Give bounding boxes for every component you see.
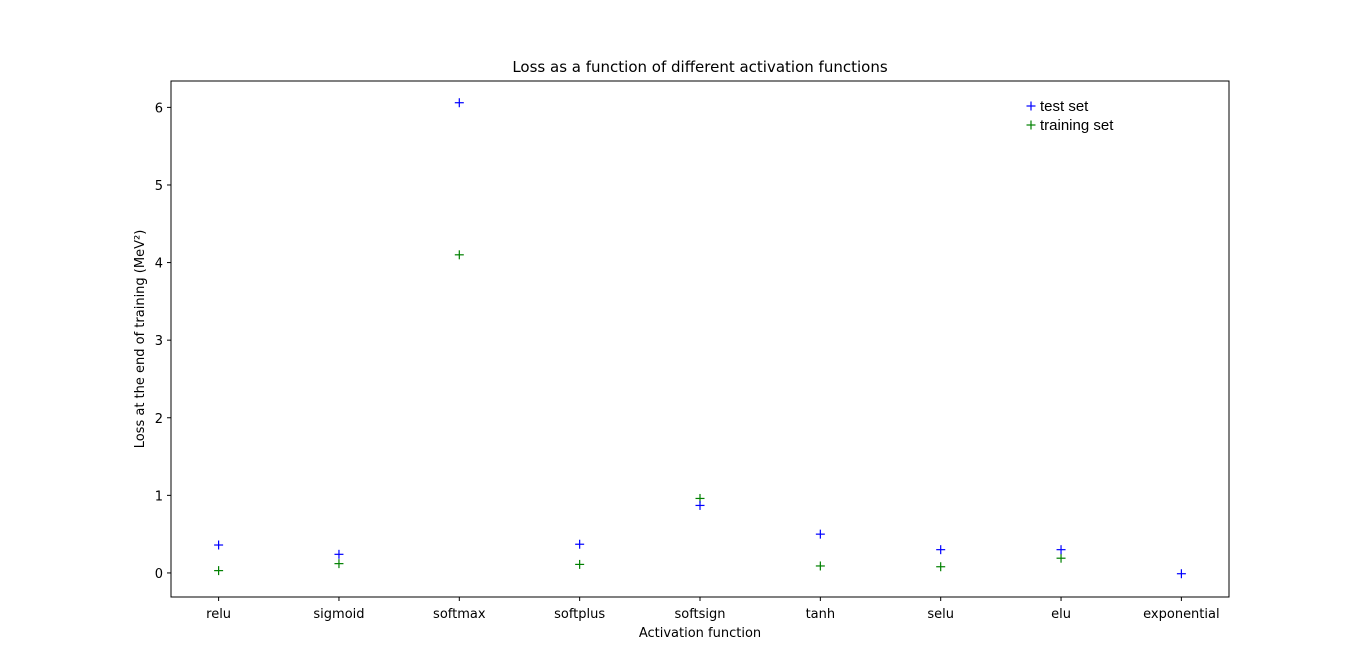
x-tick-label: selu [927,607,954,622]
test-set-point [454,98,464,108]
training-set-point [936,562,946,572]
legend-marker-training-set [1026,120,1036,130]
test-set-point [1056,545,1066,555]
y-tick-label: 2 [155,412,163,427]
test-set-point [936,545,946,555]
training-set-point [1056,553,1066,563]
test-set-point [695,500,705,510]
x-tick-label: exponential [1143,607,1219,622]
y-tick-label: 1 [155,489,163,504]
training-set-point [815,561,825,571]
x-tick-label: softsign [674,607,725,622]
test-set-point [1176,569,1186,579]
y-tick-label: 0 [155,567,163,582]
y-axis: 0 1 2 3 4 5 6 [155,101,171,582]
test-set-point [214,540,224,550]
training-set-point [575,559,585,569]
test-set-point [575,539,585,549]
legend-label-training-set: training set [1040,117,1114,134]
x-tick-label: elu [1051,607,1071,622]
x-axis-title: Activation function [639,626,761,641]
legend-label-test-set: test set [1040,98,1089,115]
x-tick-label: tanh [806,607,836,622]
y-tick-label: 6 [155,101,163,116]
data-points [214,98,1186,579]
x-axis: relu sigmoid softmax softplus softsign tanh se… [206,597,1220,622]
test-set-point [334,549,344,559]
test-set-point [815,529,825,539]
x-tick-label: relu [206,607,231,622]
training-set-point [334,559,344,569]
x-tick-label: softmax [433,607,486,622]
legend-marker-test-set [1026,101,1036,111]
legend: test set training set [1026,98,1114,134]
y-tick-label: 3 [155,334,163,349]
chart-title: Loss as a function of different activati… [512,58,887,76]
y-tick-label: 5 [155,179,163,194]
training-set-point [454,250,464,260]
plot-area-frame [170,80,1230,598]
x-tick-label: softplus [554,607,605,622]
y-axis-title: Loss at the end of training (MeV²) [133,230,148,449]
x-tick-label: sigmoid [313,607,364,622]
y-tick-label: 4 [155,257,163,272]
training-set-point [214,566,224,576]
